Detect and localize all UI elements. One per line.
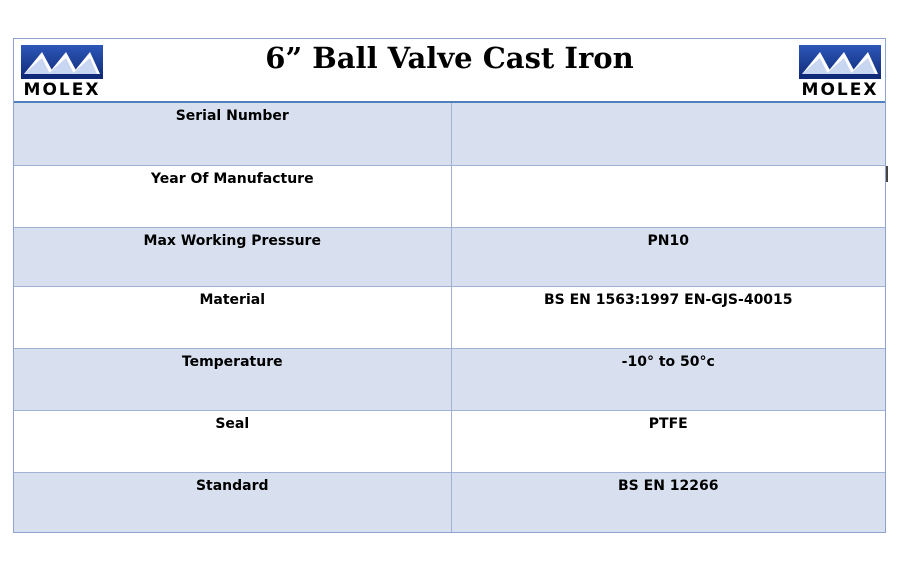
edge-marker bbox=[886, 166, 888, 182]
logo-text-left: MOLEX bbox=[23, 80, 101, 100]
molex-logo-icon bbox=[799, 45, 881, 79]
row-label: Temperature bbox=[14, 347, 452, 410]
row-label: Serial Number bbox=[14, 103, 452, 165]
logo-text-right: MOLEX bbox=[801, 80, 879, 100]
row-label: Standard bbox=[14, 471, 452, 532]
brand-logo-right: MOLEX bbox=[798, 44, 882, 100]
brand-logo-left: MOLEX bbox=[20, 44, 104, 100]
row-value: PN10 bbox=[451, 226, 885, 286]
row-value: BS EN 12266 bbox=[451, 471, 885, 532]
table-row-serial-number: Serial Number bbox=[14, 103, 885, 165]
row-label: Material bbox=[14, 285, 452, 348]
spec-table: Serial Number Year Of Manufacture Max Wo… bbox=[14, 103, 885, 532]
table-row-temperature: Temperature -10° to 50°c bbox=[14, 347, 885, 410]
table-row-standard: Standard BS EN 12266 bbox=[14, 471, 885, 532]
row-value bbox=[451, 164, 885, 227]
row-value: PTFE bbox=[451, 409, 885, 472]
molex-logo-icon bbox=[21, 45, 103, 79]
row-value: BS EN 1563:1997 EN-GJS-40015 bbox=[451, 285, 885, 348]
row-value: -10° to 50°c bbox=[451, 347, 885, 410]
row-label: Year Of Manufacture bbox=[14, 164, 452, 227]
table-row-seal: Seal PTFE bbox=[14, 409, 885, 472]
row-value bbox=[451, 103, 885, 165]
table-row-year-of-manufacture: Year Of Manufacture bbox=[14, 164, 885, 227]
row-label: Max Working Pressure bbox=[14, 226, 452, 286]
row-label: Seal bbox=[14, 409, 452, 472]
table-row-max-working-pressure: Max Working Pressure PN10 bbox=[14, 226, 885, 286]
table-row-material: Material BS EN 1563:1997 EN-GJS-40015 bbox=[14, 285, 885, 348]
spec-sheet: MOLEX 6” Ball Valve Cast Iron bbox=[13, 38, 886, 533]
page-title: 6” Ball Valve Cast Iron bbox=[265, 41, 634, 75]
sheet-header: MOLEX 6” Ball Valve Cast Iron bbox=[14, 39, 885, 103]
